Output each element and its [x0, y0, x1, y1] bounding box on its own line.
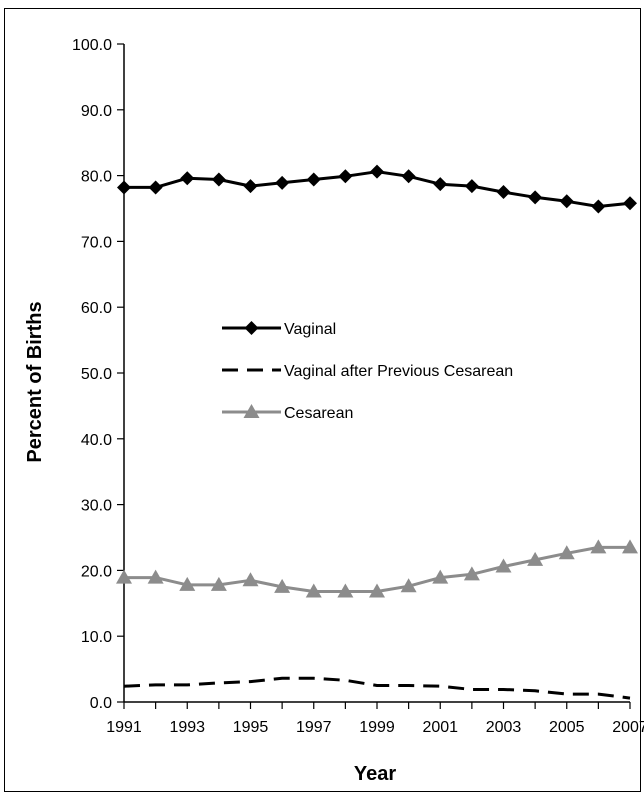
y-tick-label: 80.0: [81, 169, 112, 186]
data-point: [370, 164, 384, 179]
legend: Vaginal Vaginal after Previous Cesarean Ce…: [222, 321, 513, 422]
data-point: [527, 551, 544, 566]
y-tick-label: 0.0: [90, 695, 112, 712]
data-point: [590, 539, 607, 554]
x-tick-label: 1997: [296, 719, 332, 736]
data-point: [242, 572, 259, 587]
legend-marker: [243, 404, 260, 418]
data-point: [464, 179, 479, 194]
data-point: [369, 583, 385, 598]
series-line: [123, 676, 631, 700]
x-axis-title: Year: [354, 763, 396, 785]
legend-entry: Vaginal: [222, 321, 336, 338]
data-point: [274, 578, 291, 593]
y-tick-label: 20.0: [81, 563, 112, 580]
x-tick-label: 1991: [106, 719, 142, 736]
y-axis-ticks: 0.0 10.0 20.0 30.0 40.0 50.0 60.0 70.0 80.0 90.0 1…: [72, 37, 124, 712]
data-point: [400, 578, 417, 593]
legend-marker: [244, 321, 259, 335]
x-tick-label: 1999: [359, 719, 395, 736]
data-point: [623, 196, 637, 211]
data-point: [147, 569, 164, 584]
legend-entry: Cesarean: [222, 404, 353, 422]
data-point: [211, 172, 226, 187]
data-point: [148, 180, 163, 195]
legend-label: Vaginal: [284, 321, 336, 338]
y-axis-title: Percent of Births: [24, 301, 46, 462]
data-point: [495, 558, 512, 573]
legend-label: Vaginal after Previous Cesarean: [284, 363, 513, 380]
x-axis-ticks: 1991 1993 1995 1997 1999 2001 2003 2005 2007: [106, 702, 644, 736]
series-1: [123, 676, 631, 700]
x-tick-label: 2003: [486, 719, 522, 736]
chart-frame: [4, 8, 641, 792]
x-tick-label: 1995: [233, 719, 269, 736]
data-point: [433, 177, 448, 192]
y-tick-label: 10.0: [81, 629, 112, 646]
y-tick-label: 100.0: [72, 37, 112, 54]
data-point: [496, 185, 511, 200]
data-point: [559, 194, 574, 209]
data-point: [305, 583, 322, 598]
data-point: [591, 199, 606, 214]
data-point: [243, 179, 258, 194]
y-tick-label: 60.0: [81, 300, 112, 317]
data-point: [117, 180, 131, 195]
series-2: [116, 539, 638, 598]
data-point: [528, 190, 543, 205]
data-point: [180, 171, 195, 186]
data-point: [306, 172, 321, 187]
y-tick-label: 90.0: [81, 103, 112, 120]
data-point: [337, 583, 354, 598]
series-0: [117, 164, 637, 214]
x-tick-label: 2001: [422, 719, 458, 736]
y-tick-label: 70.0: [81, 234, 112, 251]
y-tick-label: 50.0: [81, 366, 112, 383]
data-point: [432, 569, 449, 584]
data-point: [622, 539, 638, 554]
x-tick-label: 2005: [549, 719, 585, 736]
data-point: [275, 175, 290, 190]
x-tick-label: 1993: [169, 719, 205, 736]
data-point: [210, 576, 227, 591]
data-point: [338, 169, 353, 184]
x-tick-label: 2007: [612, 719, 644, 736]
data-point: [116, 569, 132, 584]
data-point: [179, 576, 196, 591]
legend-label: Cesarean: [284, 405, 353, 422]
data-point: [401, 169, 416, 184]
series-layer: [116, 164, 638, 700]
data-point: [463, 566, 480, 581]
y-tick-label: 30.0: [81, 498, 112, 515]
y-tick-label: 40.0: [81, 432, 112, 449]
legend-entry: Vaginal after Previous Cesarean: [222, 363, 513, 380]
data-point: [558, 545, 575, 560]
